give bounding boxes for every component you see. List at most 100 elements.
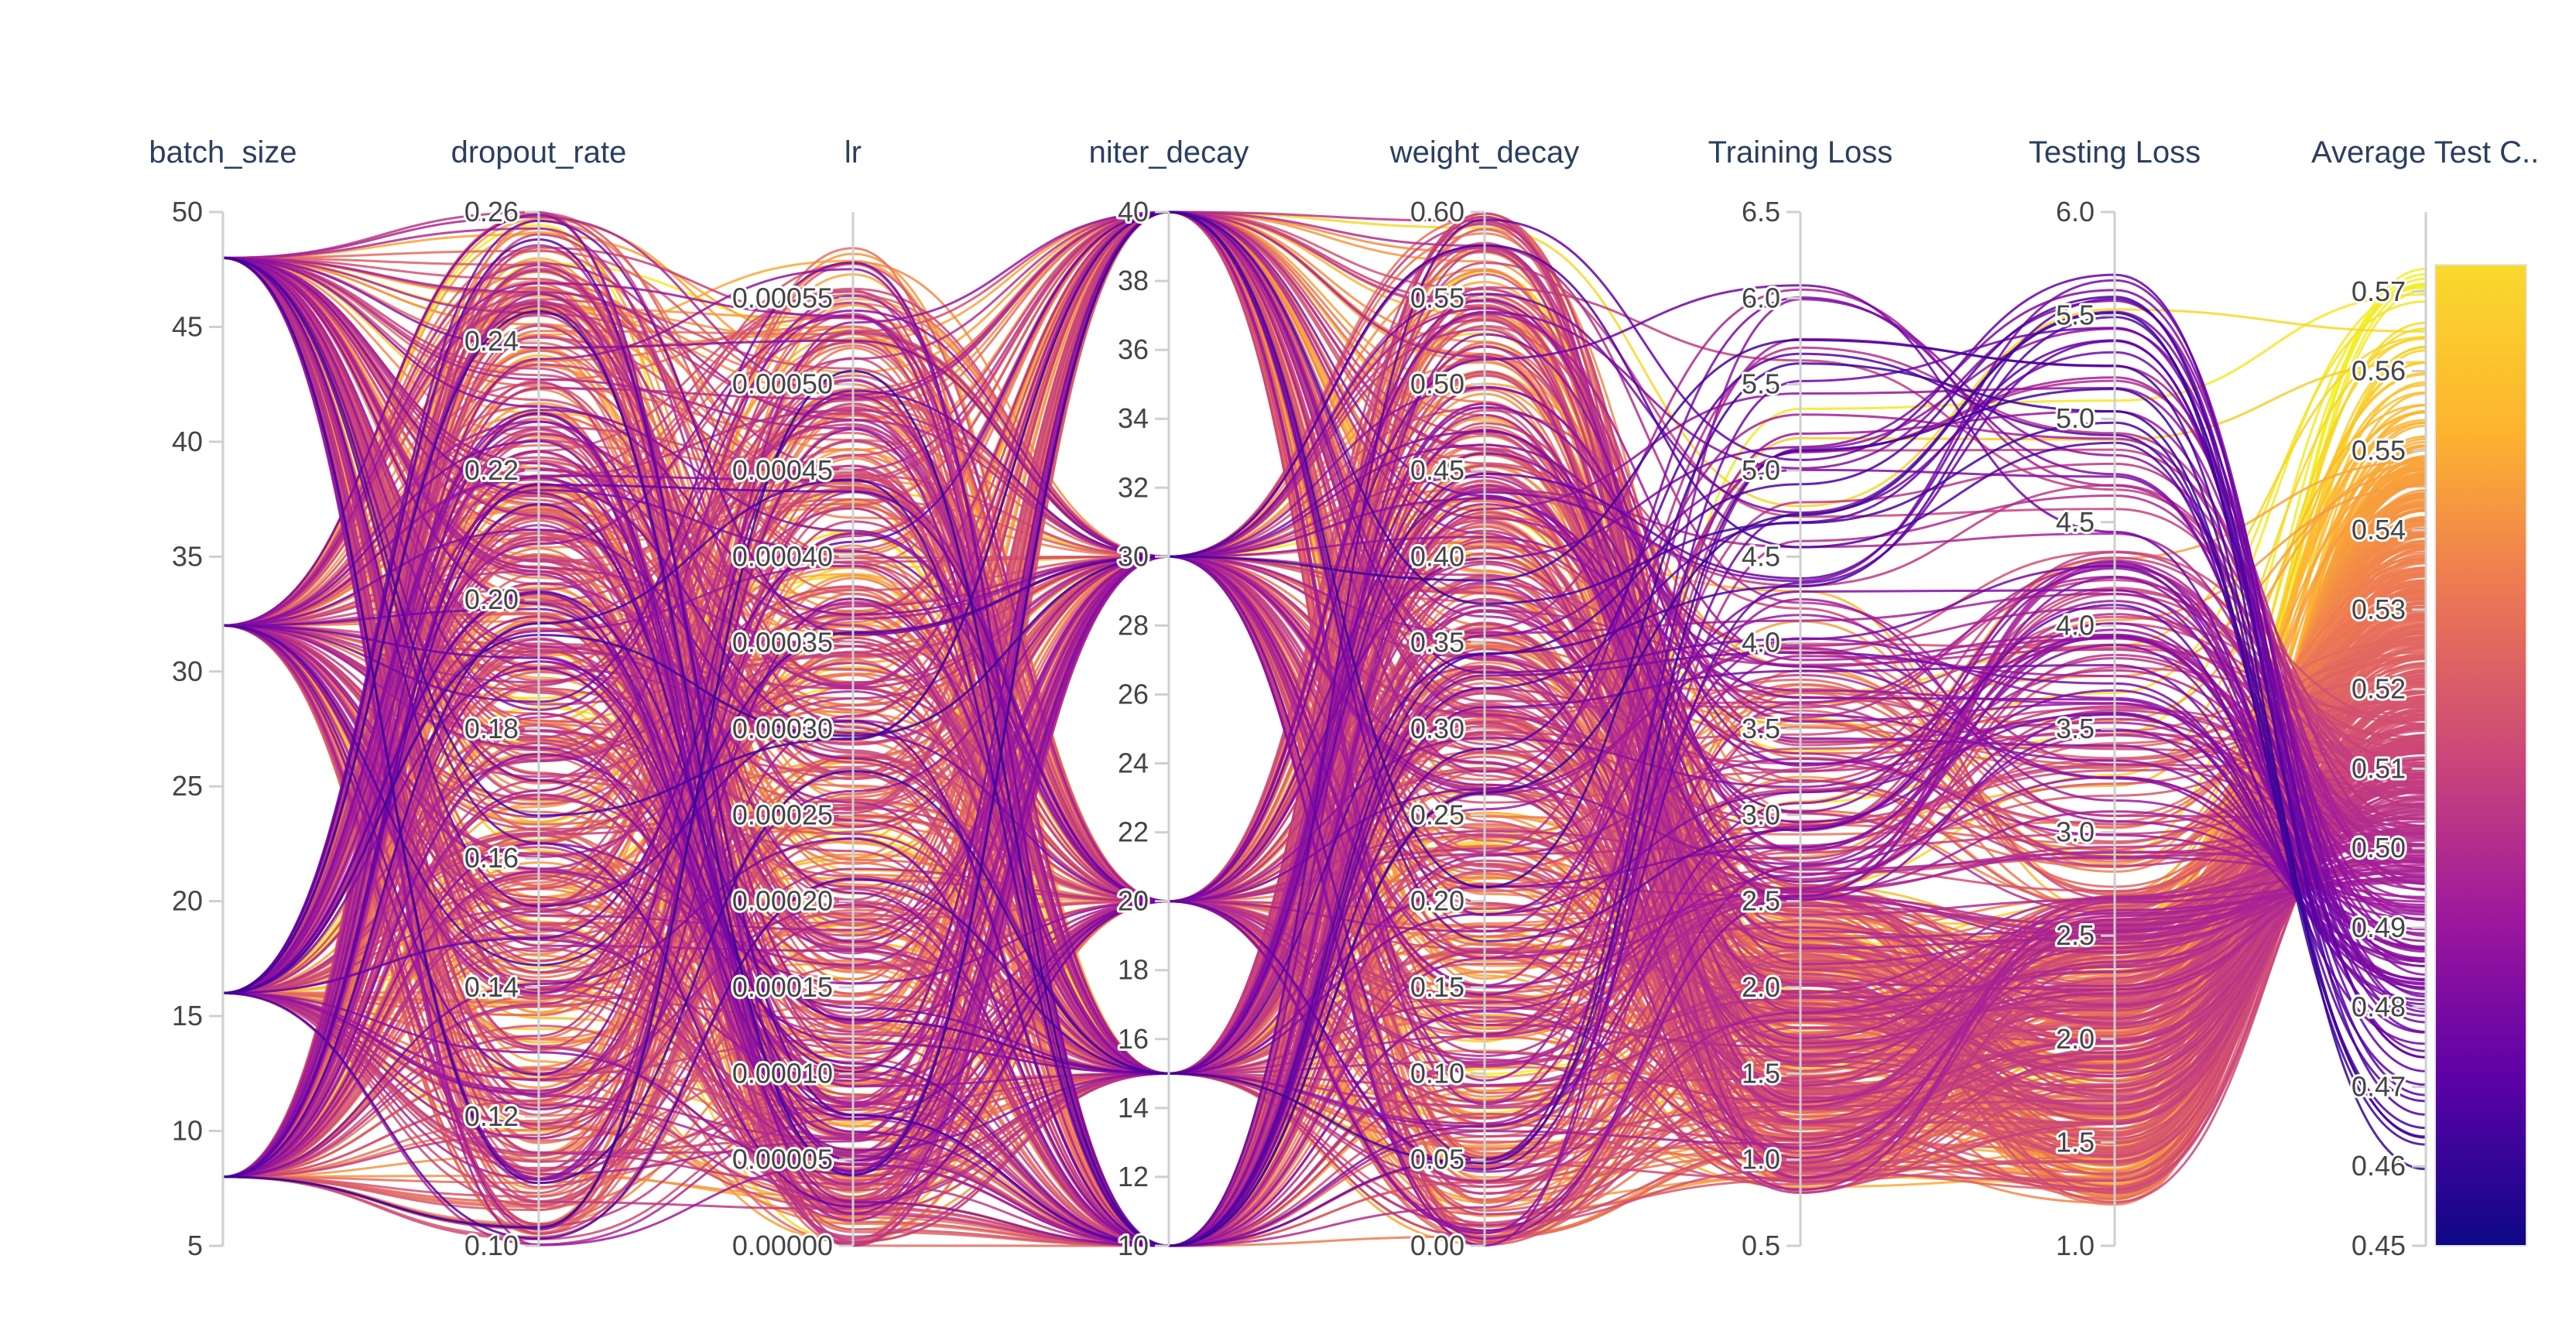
tick-label: 34: [1118, 402, 1149, 434]
tick-label: 0.40: [1410, 540, 1464, 572]
tick-label: 0.30: [1410, 713, 1464, 744]
axis-title: Training Loss: [1708, 135, 1893, 169]
polyline: [222, 256, 2427, 1055]
tick-label: 40: [172, 426, 203, 457]
tick-label: 0.25: [1410, 799, 1464, 830]
tick-label: 0.00020: [732, 885, 833, 917]
tick-label: 0.45: [2352, 1230, 2406, 1261]
polyline: [222, 475, 2427, 994]
tick-label: 6.5: [1742, 196, 1780, 227]
tick-label: 0.14: [464, 971, 519, 1003]
axis-average-test-c-[interactable]: Average Test C.. 0.45 0.46 0.47 0.48 0.49 0.50…: [2311, 135, 2539, 1264]
axis-batch-size[interactable]: batch_size 5 10 15 20 25 30 35 40 45 50: [149, 135, 296, 1264]
polyline: [222, 256, 2427, 1125]
tick-label: 3.5: [1742, 713, 1780, 744]
polyline: [222, 539, 2427, 1247]
polyline: [222, 233, 2427, 1179]
tick-label: 0.24: [464, 325, 519, 357]
polyline: [222, 394, 2427, 1128]
tick-label: 5.5: [1742, 368, 1780, 400]
polyline: [222, 210, 2427, 1177]
tick-label: 3.0: [1742, 799, 1780, 830]
colorbar-gradient: [2434, 264, 2527, 1247]
colorbar: [2434, 264, 2527, 1247]
polyline: [222, 256, 2427, 996]
tick-label: 0.05: [1410, 1144, 1464, 1175]
axis-title: batch_size: [149, 135, 296, 169]
axis-testing-loss[interactable]: Testing Loss 1.0 1.5 2.0 2.5 3.0 3.5 4.0 4.5 5.0 5…: [2029, 135, 2201, 1264]
tick-label: 0.00035: [732, 627, 833, 659]
polyline: [222, 210, 2427, 891]
tick-label: 0.48: [2352, 991, 2406, 1023]
tick-label: 0.00: [1410, 1230, 1464, 1261]
tick-label: 0.00015: [732, 971, 833, 1003]
tick-label: 0.00045: [732, 454, 833, 486]
polyline: [222, 256, 2427, 1247]
polyline: [222, 351, 2427, 1161]
tick-label: 40: [1118, 196, 1149, 227]
tick-label: 2.0: [1742, 971, 1780, 1003]
tick-label: 0.49: [2352, 912, 2406, 943]
tick-label: 1.5: [2056, 1126, 2095, 1158]
tick-label: 0.20: [1410, 885, 1464, 917]
tick-label: 0.00055: [732, 282, 833, 313]
polyline: [222, 223, 2427, 1107]
tick-label: 0.15: [1410, 971, 1464, 1003]
tick-label: 32: [1118, 471, 1149, 503]
tick-label: 0.10: [1410, 1057, 1464, 1089]
tick-label: 2.0: [2056, 1023, 2095, 1055]
polyline: [222, 215, 2427, 1066]
tick-label: 0.16: [464, 842, 519, 874]
axis-title: weight_decay: [1389, 135, 1580, 169]
tick-label: 0.55: [1410, 282, 1464, 313]
tick-label: 5.0: [2056, 402, 2095, 434]
polyline: [222, 624, 2427, 1182]
tick-label: 2.5: [2056, 919, 2095, 951]
polyline: [222, 210, 2427, 1244]
tick-label: 26: [1118, 678, 1149, 710]
tick-label: 0.53: [2352, 594, 2406, 625]
tick-label: 36: [1118, 334, 1149, 365]
tick-label: 18: [1118, 954, 1149, 986]
tick-label: 20: [172, 885, 203, 917]
axis-title: dropout_rate: [451, 135, 627, 169]
polyline: [222, 210, 2427, 1160]
tick-label: 0.10: [464, 1230, 519, 1261]
polyline: [222, 256, 2427, 1167]
tick-label: 16: [1118, 1023, 1149, 1055]
tick-label: 0.26: [464, 196, 519, 227]
polyline: [222, 210, 2427, 1244]
polyline: [222, 328, 2427, 1179]
tick-label: 0.00025: [732, 799, 833, 830]
tick-label: 0.55: [2352, 434, 2406, 466]
tick-label: 0.00030: [732, 713, 833, 744]
axis-weight-decay[interactable]: weight_decay 0.00 0.05 0.10 0.15 0.20 0.25 0.30…: [1389, 135, 1580, 1264]
polyline: [222, 297, 2427, 1075]
tick-label: 5.5: [2056, 299, 2095, 331]
polyline: [222, 210, 2427, 1231]
polyline: [222, 331, 2427, 1179]
tick-label: 12: [1118, 1161, 1149, 1192]
polyline: [222, 741, 2427, 1247]
tick-label: 22: [1118, 816, 1149, 848]
polyline: [222, 299, 2427, 994]
tick-label: 6.0: [2056, 196, 2095, 227]
tick-label: 10: [1118, 1230, 1149, 1261]
polyline: [222, 210, 2427, 994]
tick-label: 30: [172, 655, 203, 687]
polyline: [222, 555, 2427, 1175]
axis-dropout-rate[interactable]: dropout_rate 0.10 0.12 0.14 0.16 0.18 0.20 0.22…: [451, 135, 627, 1264]
polyline: [222, 256, 2427, 1141]
axis-niter-decay[interactable]: niter_decay 10 12 14 16 18 20 22 24 26 28 30 32 34 36 3…: [1089, 135, 1249, 1264]
axis-training-loss[interactable]: Training Loss 0.5 1.0 1.5 2.0 2.5 3.0 3.5 4.0 4.5…: [1708, 135, 1893, 1264]
tick-label: 35: [172, 540, 203, 572]
polyline: [222, 256, 2427, 1075]
tick-label: 5.0: [1742, 454, 1780, 486]
axis-title: Testing Loss: [2029, 135, 2201, 169]
tick-label: 30: [1118, 540, 1149, 572]
axis-lr[interactable]: lr 0.00000 0.00005 0.00010 0.00015 0.00020 0.0…: [730, 135, 862, 1264]
tick-label: 0.51: [2352, 752, 2406, 784]
tick-label: 4.0: [2056, 609, 2095, 641]
polyline: [222, 327, 2427, 1247]
